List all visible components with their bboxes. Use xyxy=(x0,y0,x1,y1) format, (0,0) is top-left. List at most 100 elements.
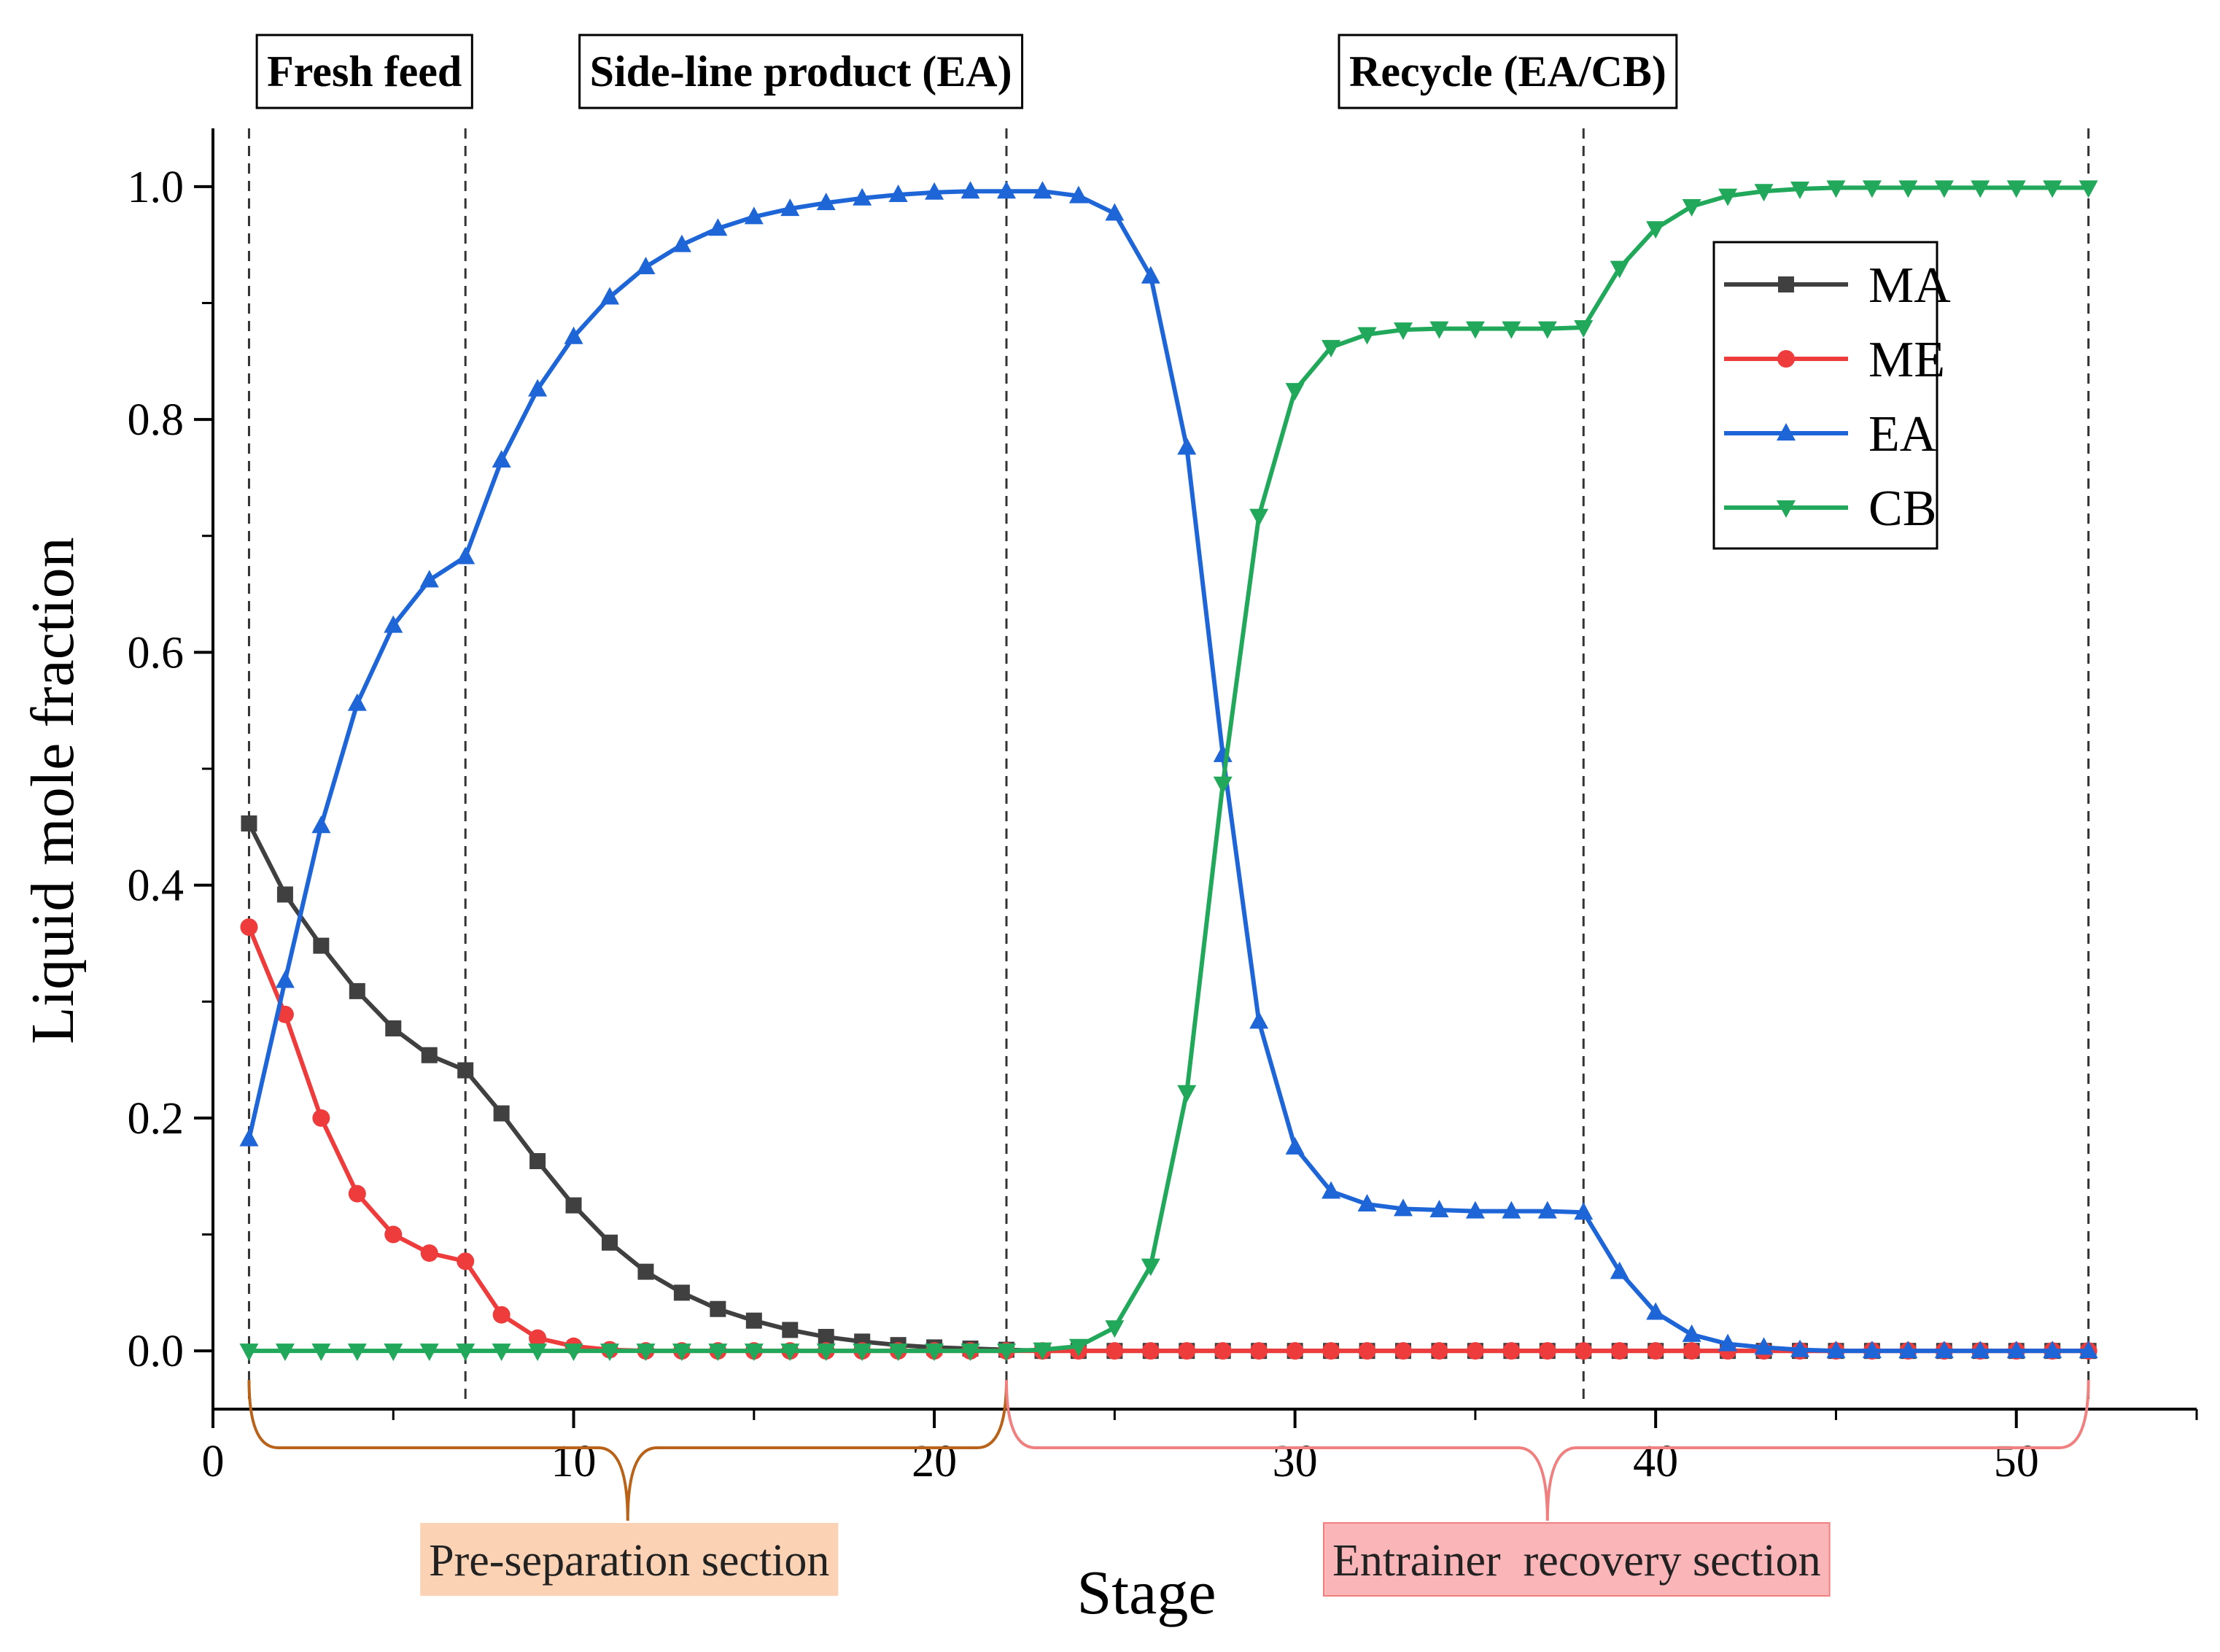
data-point-cb xyxy=(275,1343,295,1362)
data-point-cb xyxy=(1105,1320,1125,1338)
legend-label: MA xyxy=(1868,257,1951,314)
data-point-cb xyxy=(600,1343,619,1362)
data-point-ma xyxy=(241,815,257,832)
data-point-ea xyxy=(744,206,764,225)
data-point-me xyxy=(457,1252,475,1271)
data-point-me xyxy=(1575,1342,1593,1360)
top-annotation-label: Recycle (EA/CB) xyxy=(1349,47,1666,96)
data-point-cb xyxy=(456,1343,476,1362)
y-tick-label: 0.4 xyxy=(128,861,185,911)
y-tick-label: 0.6 xyxy=(128,628,185,678)
data-point-ea xyxy=(600,287,619,305)
axes: 0 10 20 30 40 50 0.0 0.2 0.4 0.6 0.8 1.0 Stage Liquid… xyxy=(19,128,2198,1627)
data-point-cb xyxy=(239,1343,259,1362)
data-point-cb xyxy=(816,1343,836,1362)
data-point-ma xyxy=(602,1234,618,1251)
data-point-cb xyxy=(853,1343,872,1362)
x-tick-label: 30 xyxy=(1273,1437,1318,1486)
data-point-ea xyxy=(1321,1181,1341,1199)
data-point-ea xyxy=(672,234,691,252)
data-point-me xyxy=(1286,1342,1304,1360)
data-point-ea xyxy=(1177,437,1197,455)
data-point-ea xyxy=(2043,1341,2062,1359)
data-point-cb xyxy=(564,1343,583,1362)
series-line-cb xyxy=(249,185,2089,1354)
data-point-cb xyxy=(347,1343,367,1362)
legend-marker xyxy=(1778,276,1794,292)
data-point-ea xyxy=(419,570,439,588)
data-point-me xyxy=(1683,1342,1701,1360)
legend-item-cb: CB xyxy=(1724,481,1936,537)
top-annotation-box xyxy=(255,34,473,109)
data-point-cb xyxy=(1682,198,1701,217)
data-point-me xyxy=(529,1329,547,1347)
data-point-cb xyxy=(1971,180,1990,198)
data-point-cb xyxy=(2006,180,2026,198)
top-annotation: Fresh feed xyxy=(255,34,473,109)
data-point-cb xyxy=(1249,508,1269,527)
data-point-ea xyxy=(1141,265,1160,284)
data-point-ea xyxy=(997,181,1016,199)
data-point-cb xyxy=(1934,180,1954,198)
data-point-ma xyxy=(493,1105,510,1122)
y-tick-label: 1.0 xyxy=(128,163,185,212)
legend-item-ma: MA xyxy=(1724,257,1951,314)
data-point-cb xyxy=(708,1343,728,1362)
data-point-ea xyxy=(1682,1324,1701,1342)
x-tick-label: 40 xyxy=(1633,1437,1678,1486)
data-point-ea xyxy=(564,326,583,344)
data-point-ea xyxy=(1646,1302,1666,1320)
y-tick-label: 0.2 xyxy=(128,1094,185,1144)
legend: MA ME EA CB xyxy=(1712,241,1951,550)
section-label-box xyxy=(1323,1522,1831,1597)
data-point-cb xyxy=(1754,184,1774,202)
x-tick-label: 20 xyxy=(912,1437,957,1486)
data-point-ea xyxy=(1862,1341,1882,1359)
data-point-cb xyxy=(1141,1258,1160,1276)
data-point-me xyxy=(1322,1342,1340,1360)
data-point-ea xyxy=(1826,1341,1846,1359)
data-point-ma xyxy=(782,1322,799,1338)
series-ea xyxy=(239,181,2098,1359)
data-point-cb xyxy=(1862,180,1882,198)
data-point-ma xyxy=(673,1284,690,1301)
top-annotation-label: Fresh feed xyxy=(267,47,462,96)
data-point-cb xyxy=(888,1343,908,1362)
section-label-box xyxy=(420,1523,839,1596)
data-point-ea xyxy=(1971,1341,1990,1359)
data-point-cb xyxy=(1177,1085,1197,1103)
data-point-ea xyxy=(1934,1341,1954,1359)
top-annotation: Recycle (EA/CB) xyxy=(1338,34,1678,109)
data-point-ea xyxy=(1754,1337,1774,1355)
data-point-me xyxy=(420,1244,438,1263)
data-point-ma xyxy=(457,1062,474,1079)
data-point-cb xyxy=(1321,340,1341,358)
data-point-cb xyxy=(419,1343,439,1362)
data-point-cb xyxy=(528,1343,548,1362)
section-label-group: Entrainer recovery section xyxy=(1323,1522,1831,1597)
data-point-ea xyxy=(1249,1011,1269,1029)
x-tick-label: 10 xyxy=(551,1437,597,1486)
series-layer xyxy=(239,180,2098,1362)
data-point-cb xyxy=(2043,180,2062,198)
data-point-ea xyxy=(853,187,872,206)
series-line-me xyxy=(247,926,2089,1354)
data-point-ea xyxy=(925,182,944,200)
data-point-cb xyxy=(636,1343,656,1362)
reference-lines xyxy=(247,128,2090,1402)
data-point-me xyxy=(1466,1342,1484,1360)
data-point-me xyxy=(492,1306,511,1324)
data-point-cb xyxy=(1213,776,1233,794)
data-point-ea xyxy=(1465,1201,1485,1219)
legend-label: ME xyxy=(1868,332,1945,388)
data-point-ea xyxy=(492,449,511,468)
data-point-cb xyxy=(1898,180,1918,198)
data-point-ea xyxy=(1068,185,1088,203)
data-point-ma xyxy=(313,937,330,954)
top-annotation: Side-line product (EA) xyxy=(578,34,1024,109)
data-point-ea xyxy=(1105,203,1125,221)
data-point-ea xyxy=(708,218,728,236)
data-point-cb xyxy=(1357,327,1377,345)
top-annotation-label: Side-line product (EA) xyxy=(590,47,1012,96)
data-point-cb xyxy=(1429,321,1449,339)
